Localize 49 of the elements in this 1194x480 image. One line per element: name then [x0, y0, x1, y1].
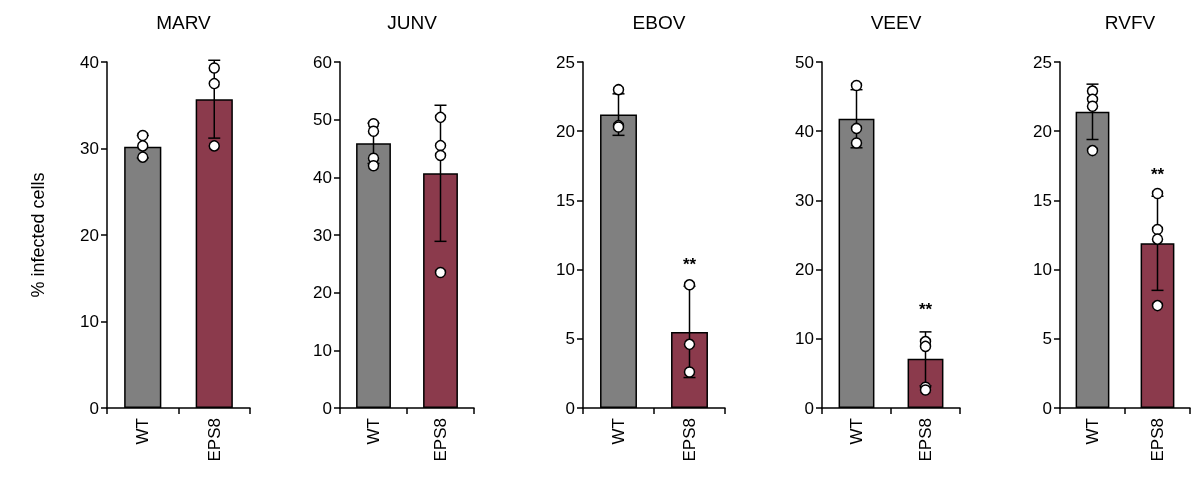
annotation: ** — [682, 254, 697, 274]
y-tick-label: 50 — [313, 110, 332, 130]
y-tick-label: 40 — [795, 121, 814, 141]
y-tick-label: 20 — [80, 225, 99, 245]
chart-title: RVFV — [1104, 12, 1156, 33]
y-tick-label: 40 — [80, 52, 99, 72]
y-axis-title: % infected cells — [28, 172, 48, 298]
y-tick-label: 0 — [804, 398, 814, 418]
y-tick-label: 20 — [1033, 121, 1052, 141]
y-tick-label: 60 — [313, 52, 332, 72]
chart-title: MARV — [156, 12, 212, 33]
chart-title: VEEV — [870, 12, 922, 33]
y-tick-label: 40 — [313, 167, 332, 187]
x-tick-label: WT — [133, 418, 153, 445]
x-tick-label: WT — [1083, 418, 1102, 445]
y-tick-label: 30 — [795, 190, 814, 210]
y-tick-label: 0 — [322, 398, 332, 418]
y-tick-label: 20 — [556, 121, 575, 141]
annotation: ** — [1150, 164, 1165, 184]
x-tick-label: EPS8 — [204, 418, 224, 462]
y-tick-label: 10 — [313, 340, 332, 360]
y-tick-label: 0 — [89, 398, 99, 418]
chart-title: JUNV — [387, 12, 438, 33]
y-tick-label: 25 — [556, 52, 575, 72]
y-tick-label: 10 — [795, 329, 814, 349]
y-tick-label: 10 — [1033, 260, 1052, 280]
x-tick-label: EPS8 — [1148, 418, 1167, 462]
y-tick-label: 0 — [1042, 398, 1052, 418]
y-tick-label: 20 — [313, 283, 332, 303]
x-tick-label: EPS8 — [916, 418, 935, 462]
y-tick-label: 0 — [565, 398, 575, 418]
y-tick-label: 25 — [1033, 52, 1052, 72]
y-tick-label: 10 — [80, 312, 99, 331]
y-tick-label: 15 — [1033, 190, 1052, 210]
x-tick-label: WT — [609, 418, 628, 445]
y-tick-label: 5 — [1042, 329, 1052, 349]
x-tick-label: EPS8 — [680, 418, 699, 462]
y-tick-label: 10 — [556, 260, 575, 280]
y-tick-label: 5 — [565, 329, 575, 349]
y-tick-label: 30 — [80, 139, 99, 158]
x-tick-label: WT — [847, 418, 866, 445]
y-tick-label: 15 — [556, 190, 575, 210]
annotation: ** — [918, 300, 933, 320]
y-tick-label: 20 — [795, 260, 814, 280]
y-tick-label: 50 — [795, 52, 814, 72]
y-tick-label: 30 — [313, 225, 332, 245]
x-tick-label: EPS8 — [431, 418, 450, 462]
chart-title: EBOV — [632, 12, 686, 33]
x-tick-label: WT — [364, 418, 383, 445]
